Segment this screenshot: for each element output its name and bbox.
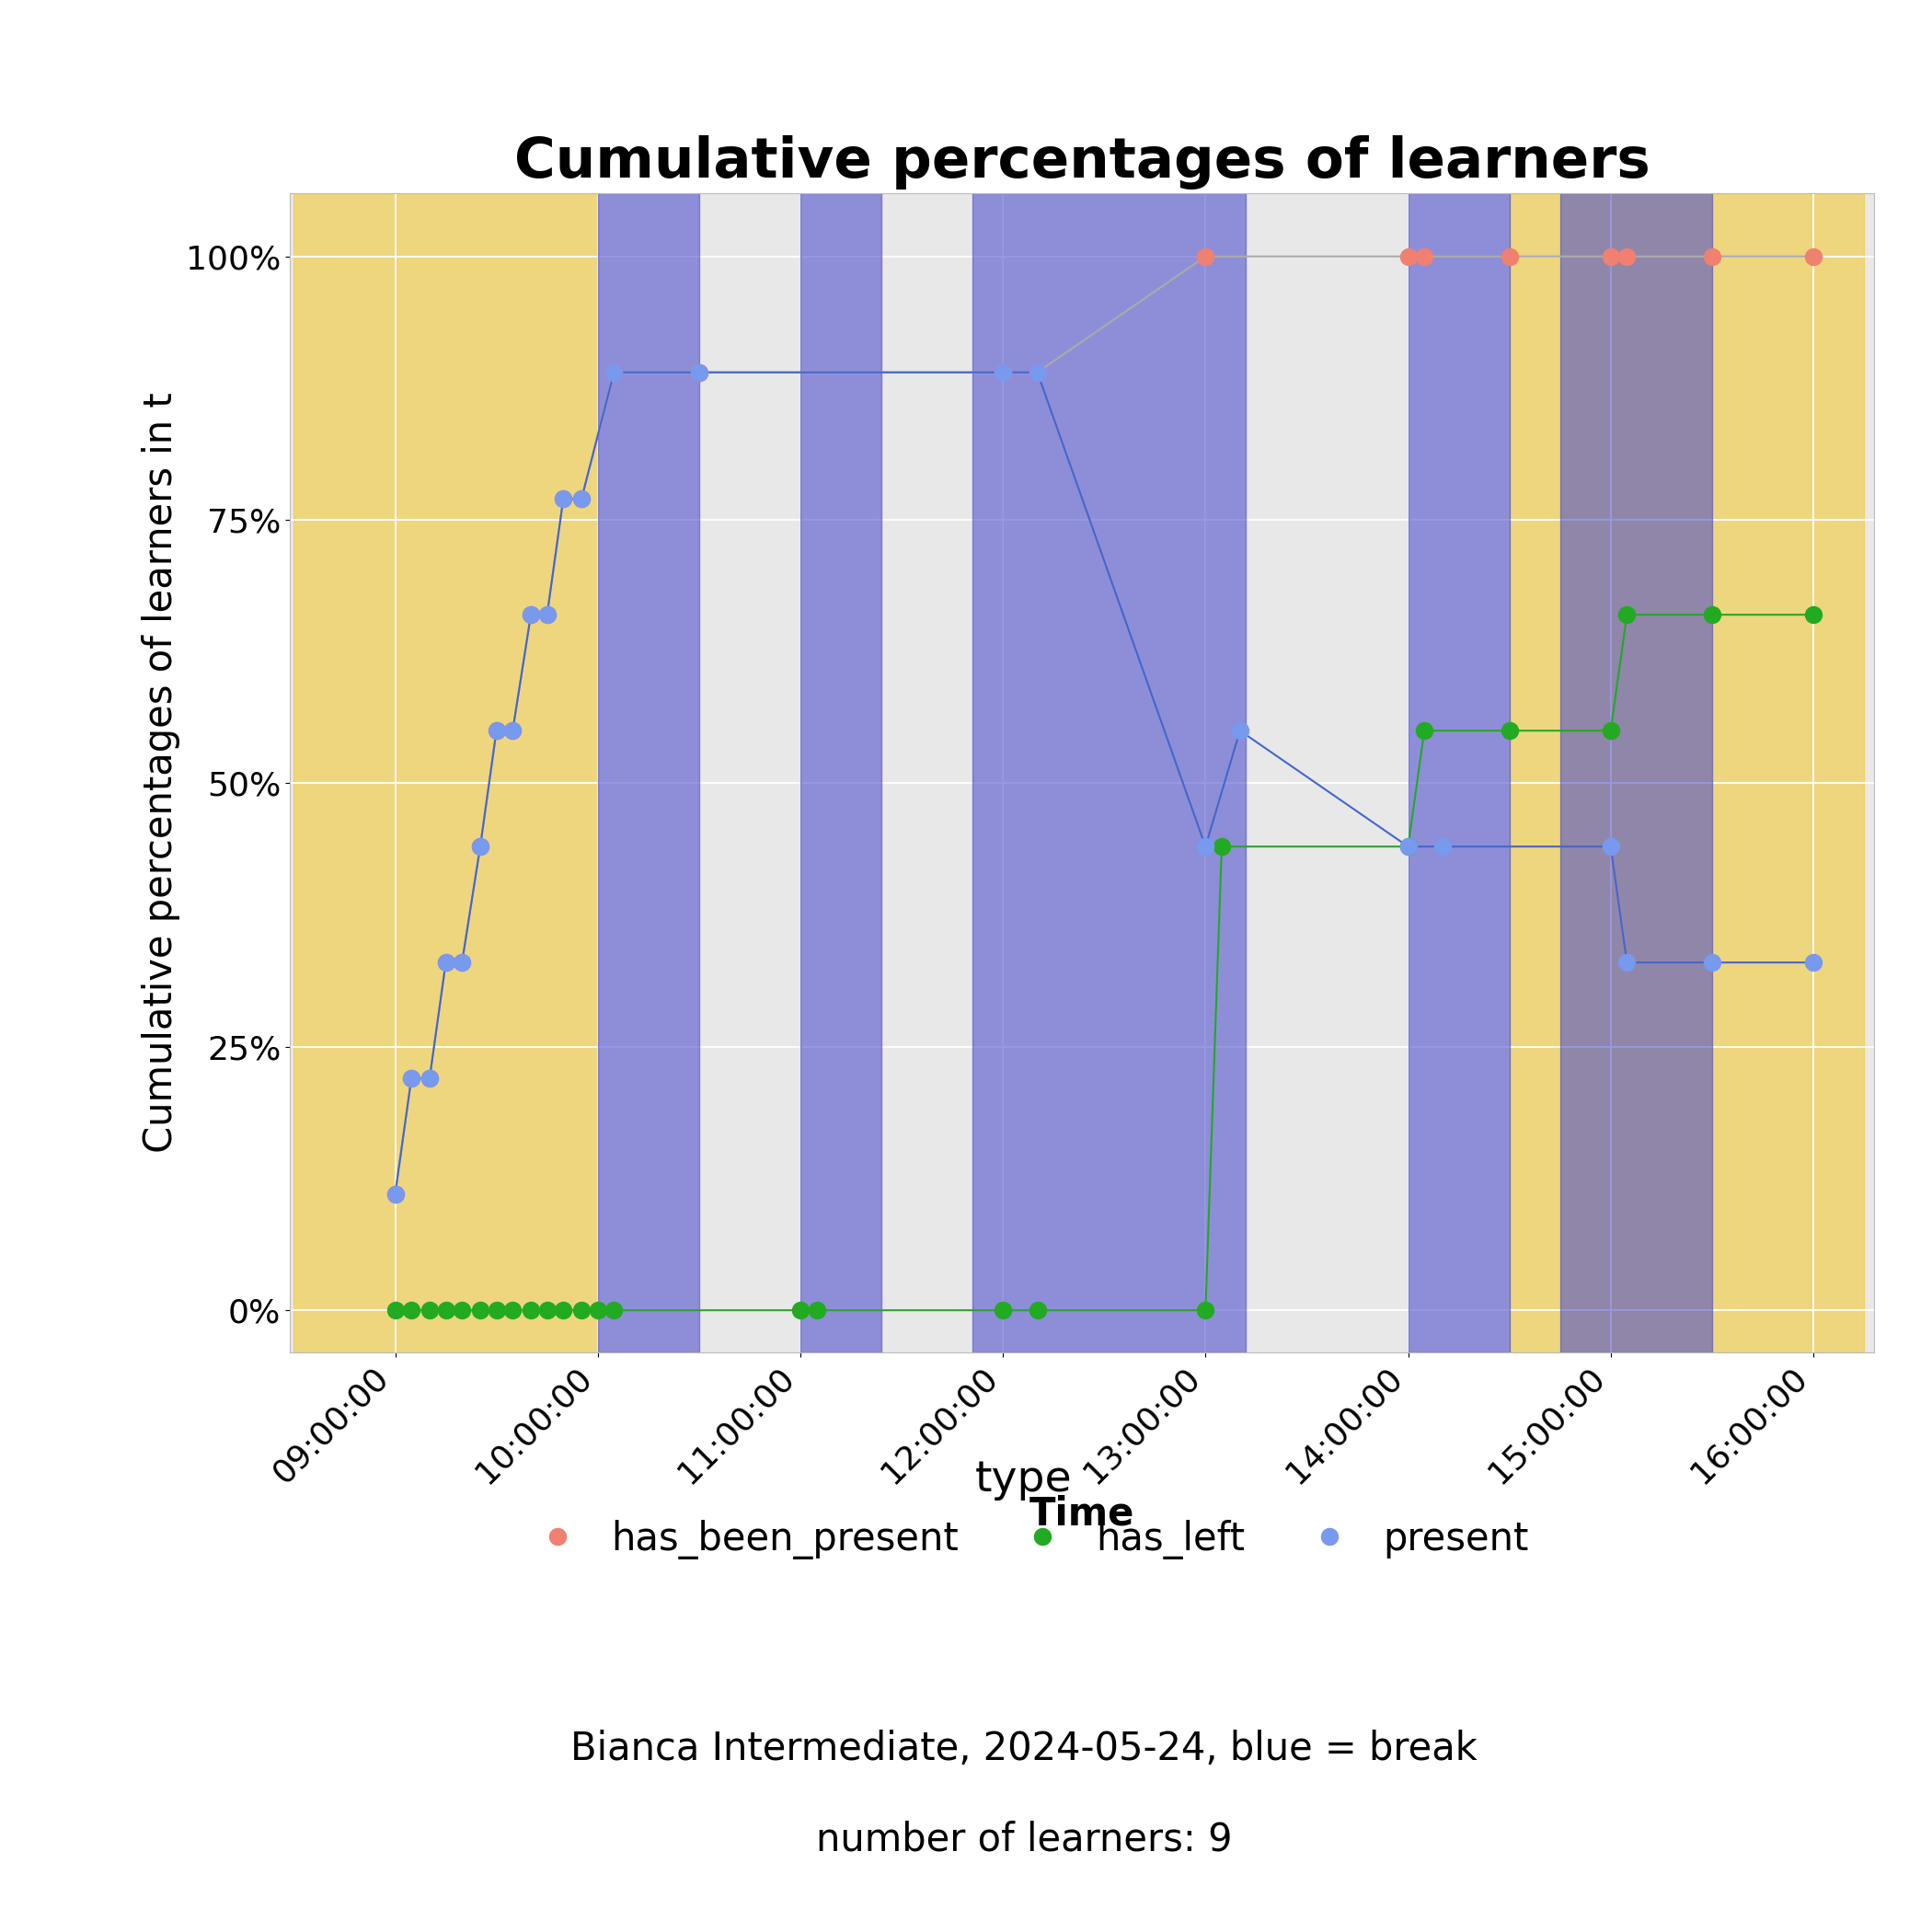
Y-axis label: Cumulative percentages of learners in t: Cumulative percentages of learners in t xyxy=(141,392,180,1153)
Point xyxy=(446,947,477,978)
Point xyxy=(549,483,580,514)
Text: Bianca Intermediate, 2024-05-24, blue = break: Bianca Intermediate, 2024-05-24, blue = … xyxy=(570,1729,1478,1768)
Point xyxy=(1493,242,1524,272)
X-axis label: Time: Time xyxy=(1030,1493,1134,1532)
Point xyxy=(599,1294,630,1325)
Point xyxy=(784,1294,815,1325)
Point xyxy=(549,483,580,514)
Point xyxy=(497,715,527,746)
Point xyxy=(566,1294,597,1325)
Point xyxy=(1190,242,1221,272)
Bar xyxy=(972,193,1246,1352)
Point xyxy=(1799,599,1830,630)
Point xyxy=(1225,715,1256,746)
Point xyxy=(684,357,715,388)
Point xyxy=(413,1063,444,1094)
Point xyxy=(987,357,1018,388)
Point xyxy=(1799,242,1830,272)
Point xyxy=(802,1294,833,1325)
Point xyxy=(481,1294,512,1325)
Point xyxy=(466,1294,497,1325)
Point xyxy=(481,715,512,746)
Point xyxy=(1596,242,1627,272)
Point xyxy=(1611,599,1642,630)
Point xyxy=(987,1294,1018,1325)
Point xyxy=(396,1294,427,1325)
Point xyxy=(431,947,462,978)
Point xyxy=(466,831,497,862)
Point xyxy=(396,1063,427,1094)
Bar xyxy=(1509,193,1864,1352)
Point xyxy=(1408,715,1439,746)
Point xyxy=(1696,242,1727,272)
Point xyxy=(1611,947,1642,978)
Point xyxy=(1408,242,1439,272)
Point xyxy=(381,1179,412,1209)
Point xyxy=(381,1294,412,1325)
Point xyxy=(1190,1294,1221,1325)
Point xyxy=(531,1294,562,1325)
Point xyxy=(684,357,715,388)
Point xyxy=(987,357,1018,388)
Point xyxy=(413,1294,444,1325)
Point xyxy=(1022,1294,1053,1325)
Point xyxy=(531,599,562,630)
Title: Cumulative percentages of learners: Cumulative percentages of learners xyxy=(514,135,1650,189)
Point xyxy=(549,1294,580,1325)
Bar xyxy=(800,193,881,1352)
Point xyxy=(497,715,527,746)
Point xyxy=(599,357,630,388)
Point xyxy=(431,947,462,978)
Point xyxy=(1696,947,1727,978)
Point xyxy=(381,1179,412,1209)
Point xyxy=(1696,599,1727,630)
Point xyxy=(1611,242,1642,272)
Point xyxy=(497,1294,527,1325)
Point xyxy=(582,1294,612,1325)
Point xyxy=(413,1063,444,1094)
Point xyxy=(1022,357,1053,388)
Point xyxy=(1596,715,1627,746)
Point xyxy=(1190,831,1221,862)
Point xyxy=(396,1063,427,1094)
Point xyxy=(431,1294,462,1325)
Point xyxy=(1393,242,1424,272)
Bar xyxy=(597,193,699,1352)
Point xyxy=(1596,831,1627,862)
Point xyxy=(516,1294,547,1325)
Point xyxy=(446,1294,477,1325)
Bar xyxy=(1559,193,1712,1352)
Point xyxy=(1393,831,1424,862)
Point xyxy=(566,483,597,514)
Point xyxy=(531,599,562,630)
Point xyxy=(446,947,477,978)
Bar xyxy=(1408,193,1509,1352)
Point xyxy=(481,715,512,746)
Point xyxy=(1799,947,1830,978)
Point xyxy=(1428,831,1459,862)
Point xyxy=(566,483,597,514)
Point xyxy=(516,599,547,630)
Point xyxy=(599,357,630,388)
Text: number of learners: 9: number of learners: 9 xyxy=(815,1820,1233,1859)
Point xyxy=(1206,831,1236,862)
Point xyxy=(1393,831,1424,862)
Point xyxy=(516,599,547,630)
Point xyxy=(466,831,497,862)
Point xyxy=(1022,357,1053,388)
Legend: has_been_present, has_left, present: has_been_present, has_left, present xyxy=(504,1443,1544,1575)
Bar xyxy=(294,193,597,1352)
Point xyxy=(1493,715,1524,746)
